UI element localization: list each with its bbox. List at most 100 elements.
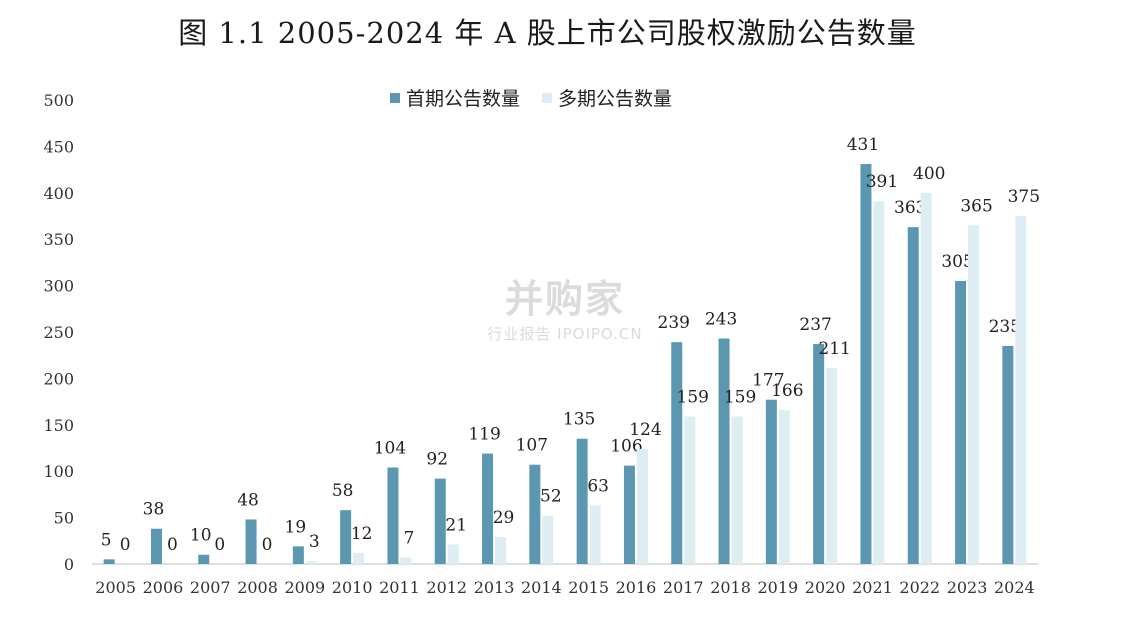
y-tick-label: 400 — [43, 184, 74, 203]
x-tick-label: 2005 — [95, 578, 136, 597]
x-tick-label: 2016 — [616, 578, 657, 597]
x-tick-label: 2018 — [710, 578, 751, 597]
x-tick-label: 2023 — [947, 578, 988, 597]
legend-label-multi: 多期公告数量 — [558, 88, 673, 110]
bar-first — [623, 465, 635, 564]
y-tick-label: 100 — [43, 462, 74, 481]
x-tick-label: 2022 — [899, 578, 940, 597]
y-tick-label: 200 — [43, 369, 74, 388]
data-label-first: 135 — [563, 410, 595, 430]
x-tick-label: 2011 — [379, 578, 420, 597]
data-label-multi: 21 — [445, 516, 467, 536]
x-tick-label: 2013 — [474, 578, 515, 597]
data-label-multi: 159 — [677, 387, 709, 407]
y-tick-label: 0 — [64, 555, 74, 574]
x-tick-label: 2007 — [190, 578, 231, 597]
x-tick-label: 2021 — [852, 578, 893, 597]
x-tick-label: 2019 — [757, 578, 798, 597]
bar-first — [813, 344, 825, 564]
bar-multi — [495, 537, 507, 564]
bar-multi — [920, 192, 932, 565]
data-label-first: 305 — [941, 252, 973, 272]
bar-multi — [778, 409, 790, 564]
bar-multi — [589, 505, 601, 564]
x-tick-label: 2017 — [663, 578, 704, 597]
y-tick-label: 450 — [43, 137, 74, 156]
data-label-multi: 400 — [913, 164, 945, 184]
bar-multi — [305, 561, 317, 564]
data-label-first: 106 — [610, 437, 642, 457]
bar-multi — [873, 201, 885, 565]
data-label-multi: 12 — [351, 524, 373, 544]
bar-multi — [968, 225, 980, 564]
data-label-first: 177 — [752, 371, 784, 391]
data-label-first: 107 — [516, 436, 548, 456]
bar-first — [245, 519, 257, 564]
data-label-first: 58 — [332, 481, 354, 501]
data-label-multi: 0 — [214, 535, 225, 555]
data-label-first: 19 — [285, 517, 307, 537]
data-label-first: 104 — [374, 438, 406, 458]
y-tick-label: 150 — [43, 416, 74, 435]
data-label-multi: 124 — [629, 420, 661, 440]
x-tick-label: 2020 — [805, 578, 846, 597]
bar-first — [434, 478, 446, 564]
bar-first — [765, 399, 777, 564]
legend-item-multi: 多期公告数量 — [542, 84, 672, 111]
data-label-first: 237 — [799, 315, 831, 335]
y-tick-label: 300 — [43, 277, 74, 296]
y-tick-label: 500 — [43, 91, 74, 110]
bar-multi — [447, 544, 459, 564]
data-label-first: 10 — [190, 526, 212, 546]
data-label-first: 235 — [989, 317, 1021, 337]
bar-multi — [731, 416, 743, 564]
data-label-multi: 0 — [120, 535, 131, 555]
data-label-first: 363 — [894, 198, 926, 218]
x-tick-label: 2015 — [568, 578, 609, 597]
bar-first — [529, 464, 541, 564]
legend: 首期公告数量 多期公告数量 — [390, 84, 672, 111]
bar-first — [955, 280, 967, 564]
data-label-first: 5 — [101, 530, 112, 550]
data-label-first: 119 — [468, 425, 500, 445]
y-tick-label: 50 — [54, 509, 74, 528]
bar-first — [1002, 345, 1014, 564]
data-label-multi: 52 — [540, 487, 562, 507]
bar-first — [576, 438, 588, 564]
x-tick-label: 2014 — [521, 578, 562, 597]
data-label-multi: 391 — [866, 172, 898, 192]
data-label-multi: 7 — [404, 529, 415, 549]
data-label-first: 92 — [426, 450, 448, 470]
bar-first — [292, 546, 304, 564]
legend-item-first: 首期公告数量 — [390, 84, 520, 111]
y-tick-label: 350 — [43, 230, 74, 249]
data-label-multi: 63 — [587, 477, 609, 497]
chart-title: 图 1.1 2005-2024 年 A 股上市公司股权激励公告数量 — [178, 16, 917, 50]
bar-multi — [636, 448, 648, 564]
legend-swatch-first — [390, 92, 400, 103]
data-label-multi: 211 — [818, 339, 850, 359]
x-tick-label: 2012 — [426, 578, 467, 597]
bar-multi — [684, 416, 696, 564]
data-label-multi: 166 — [771, 381, 803, 401]
data-label-first: 38 — [143, 500, 165, 520]
data-label-multi: 365 — [960, 196, 992, 216]
data-label-multi: 0 — [262, 535, 273, 555]
bar-multi — [542, 515, 554, 564]
bar-multi — [826, 368, 838, 564]
bar-multi — [1015, 216, 1027, 564]
bar-first — [860, 164, 872, 565]
bar-first — [671, 342, 683, 564]
data-label-first: 431 — [847, 135, 879, 155]
bar-first — [340, 510, 352, 564]
data-label-first: 243 — [705, 309, 737, 329]
x-tick-label: 2024 — [994, 578, 1035, 597]
x-tick-label: 2010 — [332, 578, 373, 597]
data-label-multi: 375 — [1008, 187, 1040, 207]
bar-multi — [353, 552, 365, 564]
data-label-multi: 29 — [493, 508, 515, 528]
x-tick-label: 2008 — [237, 578, 278, 597]
bar-first — [718, 338, 730, 564]
bar-first — [482, 453, 494, 564]
